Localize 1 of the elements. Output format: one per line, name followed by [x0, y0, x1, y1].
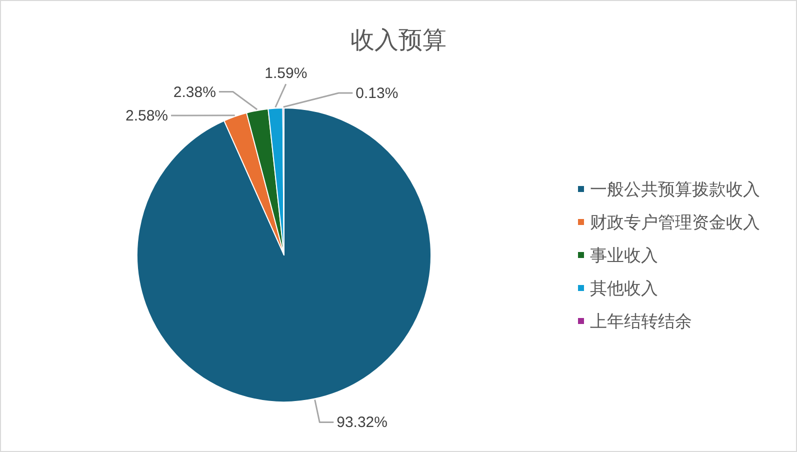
title: 收入预算 — [350, 27, 446, 54]
